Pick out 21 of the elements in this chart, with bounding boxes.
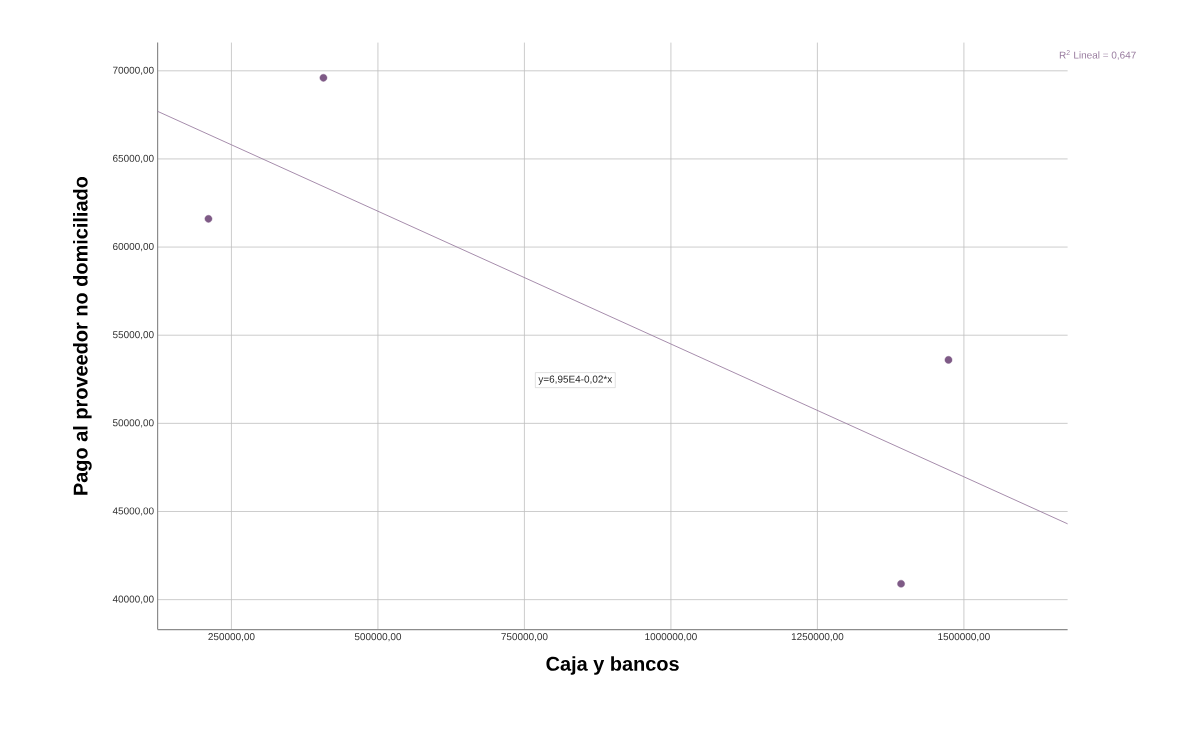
y-tick-label: 70000,00 <box>113 66 154 75</box>
point <box>319 74 328 82</box>
x-tick-label: 500000,00 <box>354 633 402 642</box>
x-tick-label: 750000,00 <box>501 633 548 642</box>
y-tick-label: 65000,00 <box>113 154 154 164</box>
point <box>944 356 953 364</box>
x-tick-label: 250000,00 <box>208 633 255 642</box>
annotation: R$^{2}$ Lineal = 0,647 <box>1059 50 1136 60</box>
y-axis-title: Pago al proveedor no domiciliado <box>73 176 92 495</box>
y-tick-label: 45000,00 <box>112 507 154 516</box>
annotation: y=6,95E4-0,02*x <box>538 375 613 385</box>
y-tick-label: 55000,00 <box>112 331 154 340</box>
point <box>204 215 213 223</box>
x-axis-title: Caja y bancos <box>546 656 679 675</box>
point <box>897 579 905 588</box>
y-tick-label: 60000,00 <box>113 242 154 252</box>
x-tick-label: 1500000,00 <box>938 633 990 642</box>
y-tick-label: 40000,00 <box>112 595 154 604</box>
y-tick-label: 50000,00 <box>112 419 154 428</box>
x-tick-label: 1250000,00 <box>791 633 844 642</box>
x-tick-label: 1000000,00 <box>645 633 697 642</box>
